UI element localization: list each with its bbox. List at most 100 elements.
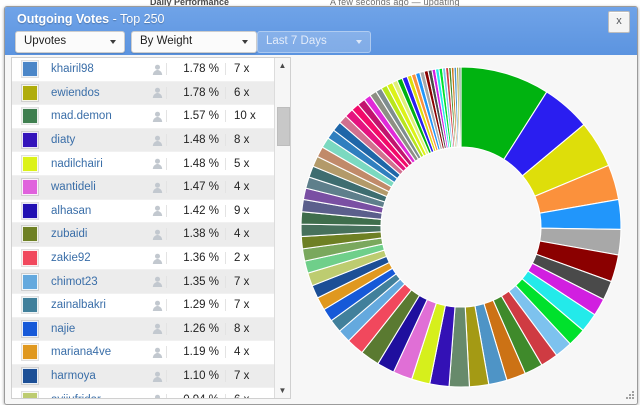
vote-percent: 1.29 % — [166, 299, 225, 312]
person-icon — [148, 323, 166, 335]
vote-count: 7 x — [225, 299, 274, 312]
vote-count: 7 x — [225, 63, 274, 76]
voter-name[interactable]: zakie92 — [51, 252, 91, 265]
person-icon — [148, 158, 166, 170]
color-swatch — [21, 131, 39, 150]
voter-name[interactable]: mariana4ve — [51, 346, 112, 359]
voters-list: khairil98 1.78 % 7 x ewiendos 1.78 % 6 x mad.d… — [11, 57, 291, 399]
outgoing-votes-dialog: Outgoing Votes - Top 250 x Upvotes By We… — [4, 6, 638, 405]
dialog-title-suffix: - Top 250 — [109, 12, 165, 26]
resize-grip[interactable] — [624, 391, 634, 401]
voter-name[interactable]: zubaidi — [51, 228, 88, 241]
color-swatch — [21, 272, 39, 291]
table-row[interactable]: nadilchairi 1.48 % 5 x — [12, 152, 274, 176]
table-row[interactable]: diaty 1.48 % 8 x — [12, 128, 274, 153]
vote-type-dropdown[interactable]: Upvotes — [15, 31, 125, 53]
voter-name[interactable]: nadilchairi — [51, 157, 103, 170]
vote-percent: 1.42 % — [166, 204, 225, 217]
table-row[interactable]: najie 1.26 % 8 x — [12, 317, 274, 342]
table-row[interactable]: harmoya 1.10 % 7 x — [12, 364, 274, 389]
person-icon — [148, 87, 166, 99]
voter-name[interactable]: ewiendos — [51, 86, 100, 99]
vote-percent: 1.10 % — [166, 370, 225, 383]
vote-percent: 1.26 % — [166, 322, 225, 335]
sort-order-dropdown[interactable]: By Weight — [131, 31, 257, 53]
vote-count: 6 x — [225, 393, 274, 398]
table-row[interactable]: zakie92 1.36 % 2 x — [12, 246, 274, 271]
table-row[interactable]: ayijufridar 0.94 %6 x — [12, 388, 274, 398]
vote-type-value: Upvotes — [24, 35, 67, 47]
table-row[interactable]: wantideli 1.47 % 4 x — [12, 175, 274, 200]
table-row[interactable]: zubaidi 1.38 % 4 x — [12, 223, 274, 247]
voter-name[interactable]: wantideli — [51, 181, 96, 194]
donut-chart-svg — [300, 66, 622, 388]
color-swatch — [21, 367, 39, 386]
voter-name[interactable]: ayijufridar — [51, 394, 148, 398]
table-row[interactable]: mad.demon 1.57 % 10 x — [12, 105, 274, 129]
table-row[interactable]: ewiendos 1.78 % 6 x — [12, 81, 274, 106]
person-icon — [148, 371, 166, 382]
dialog-content: khairil98 1.78 % 7 x ewiendos 1.78 % 6 x mad.d… — [5, 55, 637, 404]
dialog-titlebar[interactable]: Outgoing Votes - Top 250 x Upvotes By We… — [5, 7, 637, 56]
color-swatch — [21, 107, 39, 126]
color-swatch — [21, 60, 39, 79]
person-icon — [148, 394, 166, 398]
close-icon[interactable]: x — [608, 11, 630, 33]
person-icon — [148, 253, 166, 264]
vote-count: 2 x — [225, 252, 274, 265]
color-swatch — [21, 154, 39, 173]
votes-donut-chart — [293, 57, 631, 397]
vote-count: 7 x — [225, 370, 274, 383]
table-row[interactable]: chimot23 1.35 % 7 x — [12, 270, 274, 294]
person-icon — [148, 276, 166, 288]
vote-percent: 1.36 % — [166, 252, 225, 265]
vote-percent: 1.19 % — [166, 346, 225, 359]
time-range-value: Last 7 Days — [266, 35, 327, 47]
chevron-down-icon — [356, 40, 362, 44]
voter-name[interactable]: zainalbakri — [51, 299, 106, 312]
chevron-down-icon — [110, 40, 116, 44]
voter-name[interactable]: alhasan — [51, 204, 92, 217]
vote-count: 10 x — [225, 110, 274, 123]
table-row[interactable]: alhasan 1.42 % 9 x — [12, 199, 274, 224]
chevron-down-icon[interactable]: ▼ — [278, 386, 287, 395]
dialog-title: Outgoing Votes - Top 250 — [17, 12, 165, 26]
person-icon — [148, 64, 166, 75]
vote-percent: 1.48 % — [166, 134, 225, 147]
person-icon — [148, 135, 166, 146]
donut-slice[interactable] — [458, 66, 462, 148]
table-row[interactable]: zainalbakri 1.29 % 7 x — [12, 293, 274, 318]
voter-name[interactable]: harmoya — [51, 370, 96, 383]
voters-rows: khairil98 1.78 % 7 x ewiendos 1.78 % 6 x mad.d… — [12, 58, 274, 398]
dialog-title-main: Outgoing Votes — [17, 12, 110, 26]
voter-name[interactable]: chimot23 — [51, 275, 98, 288]
table-row[interactable]: mariana4ve 1.19 % 4 x — [12, 341, 274, 365]
vote-percent: 1.78 % — [166, 63, 225, 76]
vote-count: 4 x — [225, 181, 274, 194]
person-icon — [148, 347, 166, 358]
person-icon — [148, 300, 166, 311]
person-icon — [148, 182, 166, 193]
vote-percent: 1.57 % — [166, 110, 225, 123]
vote-count: 7 x — [225, 275, 274, 288]
voter-name[interactable]: najie — [51, 322, 76, 335]
voter-name[interactable]: mad.demon — [51, 110, 112, 123]
vote-count: 9 x — [225, 204, 274, 217]
person-icon — [148, 111, 166, 122]
vote-percent: 1.78 % — [166, 86, 225, 99]
vote-count: 8 x — [225, 134, 274, 147]
color-swatch — [21, 390, 39, 398]
background-text-right: A few seconds ago — updating — [330, 0, 460, 7]
sort-order-value: By Weight — [140, 35, 193, 47]
vote-count: 4 x — [225, 228, 274, 241]
time-range-dropdown[interactable]: Last 7 Days — [257, 31, 371, 53]
voter-name[interactable]: khairil98 — [51, 63, 94, 76]
chevron-up-icon[interactable]: ▲ — [278, 61, 287, 70]
scrollbar-thumb[interactable] — [277, 107, 290, 146]
vote-percent: 1.48 % — [166, 157, 225, 170]
table-row[interactable]: khairil98 1.78 % 7 x — [12, 58, 274, 82]
vote-percent: 0.94 % — [166, 393, 225, 398]
list-scrollbar[interactable]: ▲ ▼ — [274, 58, 290, 398]
voter-name[interactable]: diaty — [51, 134, 76, 147]
color-swatch — [21, 83, 39, 102]
